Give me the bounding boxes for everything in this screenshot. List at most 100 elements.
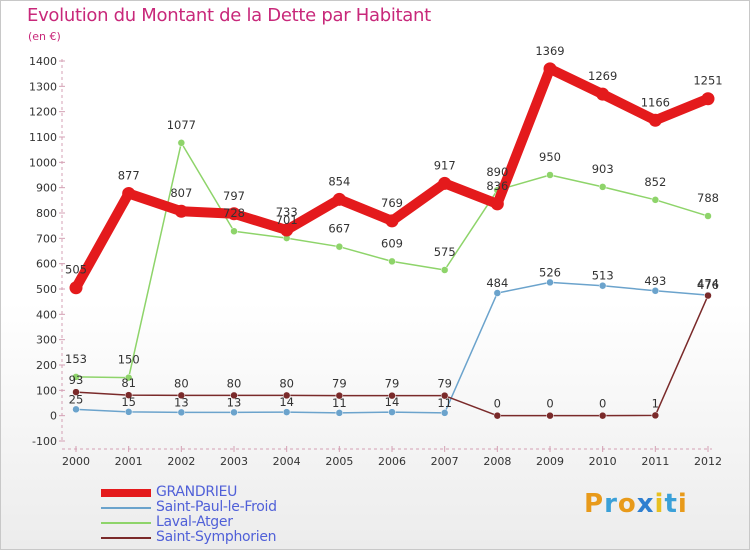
x-tick: 2002 bbox=[167, 455, 195, 468]
data-point bbox=[493, 289, 502, 297]
y-tick: 1100 bbox=[29, 131, 57, 144]
data-point bbox=[648, 113, 662, 127]
x-tick: 2009 bbox=[536, 455, 564, 468]
data-point bbox=[440, 409, 449, 417]
data-point bbox=[230, 408, 238, 417]
x-tick: 2000 bbox=[62, 455, 90, 468]
y-tick-label: 200 bbox=[36, 359, 57, 372]
data-point bbox=[596, 87, 610, 101]
data-point bbox=[385, 214, 399, 228]
data-point bbox=[440, 391, 449, 400]
x-tick: 2012 bbox=[694, 455, 722, 468]
data-label: 80 bbox=[227, 376, 242, 390]
series-saint-symphorien bbox=[72, 291, 712, 420]
data-labels: 505 877 807 797 733 854 769 917 836 1369 1269 1166 1… bbox=[65, 44, 723, 411]
x-tick-label: 2008 bbox=[483, 455, 511, 468]
x-tick-label: 2003 bbox=[220, 455, 248, 468]
data-label: 13 bbox=[174, 395, 189, 409]
y-tick: 1400 bbox=[29, 55, 57, 68]
x-tick: 2008 bbox=[483, 455, 511, 468]
data-point bbox=[124, 391, 133, 399]
data-label: 493 bbox=[644, 274, 666, 288]
series-grandrieu bbox=[69, 62, 715, 295]
data-label: 81 bbox=[121, 376, 136, 390]
legend-label: Laval-Atger bbox=[156, 514, 233, 530]
series-line bbox=[71, 63, 713, 293]
data-point bbox=[282, 408, 291, 416]
y-tick: 1200 bbox=[29, 106, 57, 119]
data-point bbox=[701, 92, 715, 106]
data-label: 1 bbox=[652, 396, 659, 410]
data-label: 150 bbox=[118, 353, 140, 367]
data-label: 14 bbox=[385, 395, 400, 409]
legend-label: Saint-Paul-le-Froid bbox=[156, 499, 277, 515]
legend-swatch bbox=[101, 537, 151, 539]
data-point bbox=[69, 281, 83, 295]
y-tick: 100 bbox=[36, 384, 57, 397]
x-tick-label: 2009 bbox=[536, 455, 564, 468]
data-label: 609 bbox=[381, 236, 403, 250]
data-point bbox=[335, 242, 344, 251]
axes: -100010020030040050060070080090010001100… bbox=[29, 55, 722, 468]
data-point bbox=[227, 207, 241, 221]
data-label: 0 bbox=[494, 397, 501, 411]
x-tick-label: 2001 bbox=[115, 455, 143, 468]
data-label: 476 bbox=[697, 278, 719, 292]
y-tick: 700 bbox=[36, 232, 57, 245]
proxiti-logo: Proxiti bbox=[584, 489, 688, 519]
y-tick-label: 1000 bbox=[29, 156, 57, 169]
y-tick: 0 bbox=[50, 410, 57, 423]
logo-letter: r bbox=[604, 489, 618, 519]
x-tick: 2006 bbox=[378, 455, 406, 468]
y-tick: 600 bbox=[36, 258, 57, 271]
y-tick-label: 1200 bbox=[29, 106, 57, 119]
x-tick: 2004 bbox=[273, 455, 301, 468]
data-label: 25 bbox=[69, 392, 84, 406]
data-label: 903 bbox=[592, 162, 614, 176]
x-tick: 2001 bbox=[115, 455, 143, 468]
data-point bbox=[174, 204, 188, 218]
data-label: 513 bbox=[592, 269, 614, 283]
x-tick-label: 2002 bbox=[167, 455, 195, 468]
data-point bbox=[72, 388, 80, 396]
x-tick-label: 2010 bbox=[589, 455, 617, 468]
y-tick-label: 100 bbox=[36, 384, 57, 397]
chart-title: Evolution du Montant de la Dette par Hab… bbox=[27, 5, 431, 26]
data-label: 484 bbox=[486, 276, 508, 290]
data-label: 1166 bbox=[641, 95, 670, 109]
data-label: 733 bbox=[276, 205, 298, 219]
y-tick-label: 1300 bbox=[29, 80, 57, 93]
data-point bbox=[177, 391, 186, 400]
data-point bbox=[438, 176, 452, 190]
x-tick-label: 2004 bbox=[273, 455, 301, 468]
y-tick-label: 1100 bbox=[29, 131, 57, 144]
y-tick-label: 1400 bbox=[29, 55, 57, 68]
y-tick-label: 300 bbox=[36, 334, 57, 347]
y-tick-label: 900 bbox=[36, 182, 57, 195]
data-label: 1369 bbox=[535, 44, 564, 58]
y-tick: 1000 bbox=[29, 156, 57, 169]
data-label: 526 bbox=[539, 265, 561, 279]
y-tick-label: -100 bbox=[32, 435, 57, 448]
data-label: 1251 bbox=[693, 74, 722, 88]
legend-item: GRANDRIEU bbox=[101, 484, 341, 500]
series-laval-atger bbox=[72, 139, 712, 382]
chart-unit: (en €) bbox=[28, 30, 61, 43]
x-tick: 2003 bbox=[220, 455, 248, 468]
x-tick-label: 2012 bbox=[694, 455, 722, 468]
x-tick-label: 2005 bbox=[325, 455, 353, 468]
logo-letter: i bbox=[677, 489, 688, 519]
data-point bbox=[332, 192, 346, 206]
data-point bbox=[651, 196, 660, 204]
data-label: 93 bbox=[69, 373, 84, 387]
data-label: 852 bbox=[644, 175, 666, 189]
data-point bbox=[388, 391, 396, 400]
y-tick-label: 800 bbox=[36, 207, 57, 220]
data-point bbox=[177, 139, 186, 147]
data-label: 667 bbox=[328, 222, 350, 236]
data-label: 807 bbox=[170, 186, 192, 200]
data-point bbox=[122, 186, 136, 200]
legend-label: Saint-Symphorien bbox=[156, 529, 277, 545]
x-tick: 2010 bbox=[589, 455, 617, 468]
